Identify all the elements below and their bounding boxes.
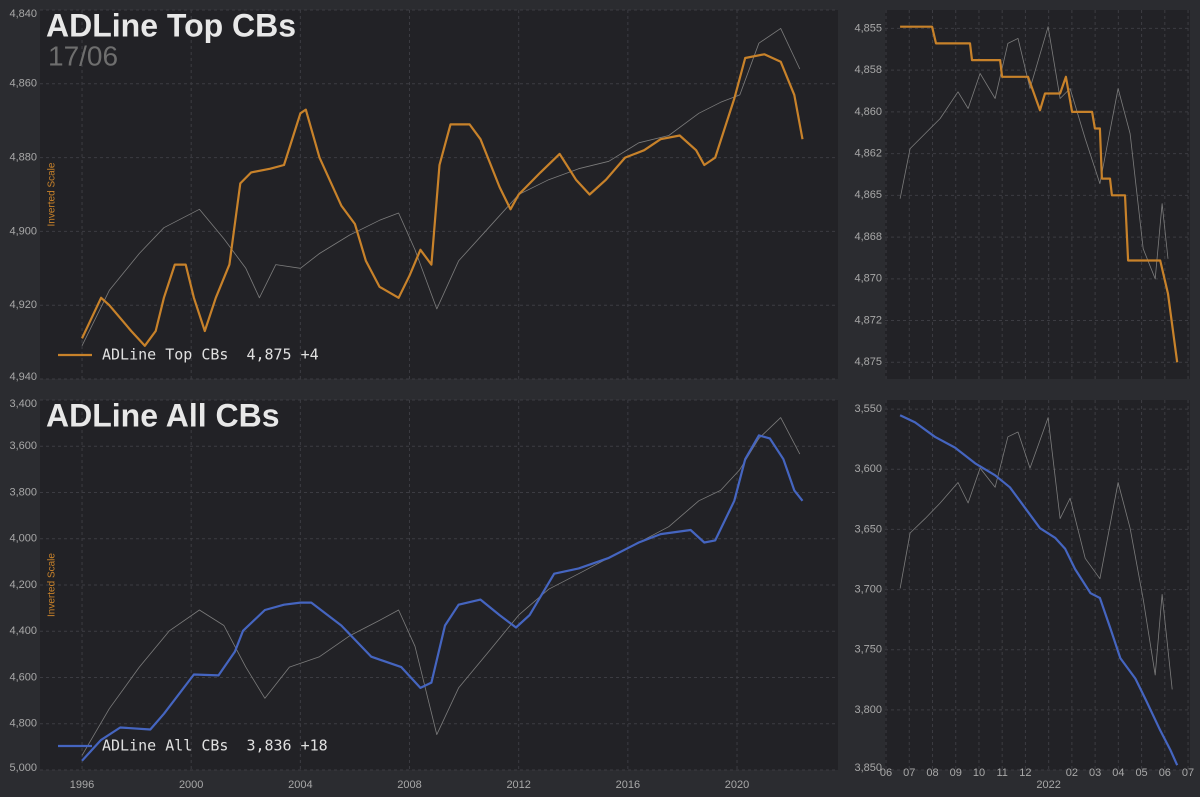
series-line xyxy=(81,28,801,346)
x-tick-label: 2016 xyxy=(616,779,640,791)
series-line xyxy=(81,53,804,347)
y-tick-label: 4,400 xyxy=(9,625,37,637)
x-tick-label: 10 xyxy=(973,767,985,779)
x-tick-label: 07 xyxy=(1182,767,1194,779)
y-tick-label: 4,840 xyxy=(9,8,37,20)
y-tick-label: 3,600 xyxy=(854,463,882,475)
y-tick-label: 3,850 xyxy=(854,762,882,774)
x-tick-label: 02 xyxy=(1066,767,1078,779)
x-tick-label: 2012 xyxy=(506,779,530,791)
y-tick-label: 4,872 xyxy=(854,314,882,326)
x-tick-label: 03 xyxy=(1089,767,1101,779)
series-line xyxy=(81,434,804,762)
legend-value: 4,875 +4 xyxy=(246,346,318,364)
x-tick-label: 2004 xyxy=(288,779,312,791)
x-tick-label: 2022 xyxy=(1036,779,1060,791)
series-line xyxy=(899,26,1169,280)
y-tick-label: 5,000 xyxy=(9,762,37,774)
y-axis-label: Inverted Scale xyxy=(47,553,58,617)
chart-subtitle: 17/06 xyxy=(48,40,118,71)
x-tick-label: 08 xyxy=(926,767,938,779)
y-tick-label: 4,860 xyxy=(854,106,882,118)
legend-label: ADLine All CBs xyxy=(102,737,228,755)
y-tick-label: 4,880 xyxy=(9,152,37,164)
legend-label: ADLine Top CBs xyxy=(102,346,228,364)
y-tick-label: 4,862 xyxy=(854,147,882,159)
y-tick-label: 3,700 xyxy=(854,583,882,595)
y-tick-label: 4,920 xyxy=(9,299,37,311)
y-tick-label: 3,400 xyxy=(9,398,37,410)
x-tick-label: 11 xyxy=(996,767,1007,779)
y-tick-label: 4,868 xyxy=(854,231,882,243)
y-tick-label: 4,940 xyxy=(9,371,37,383)
x-tick-label: 07 xyxy=(903,767,915,779)
x-tick-label: 06 xyxy=(1159,767,1171,779)
chart-title: ADLine All CBs xyxy=(46,397,280,433)
x-tick-label: 12 xyxy=(1019,767,1031,779)
y-tick-label: 4,600 xyxy=(9,671,37,683)
y-tick-label: 3,600 xyxy=(9,440,37,452)
y-tick-label: 3,800 xyxy=(9,486,37,498)
x-tick-label: 05 xyxy=(1135,767,1147,779)
series-line xyxy=(900,25,1179,363)
y-tick-label: 4,855 xyxy=(854,22,882,34)
x-tick-label: 2000 xyxy=(179,779,203,791)
y-tick-label: 4,858 xyxy=(854,64,882,76)
panel xyxy=(40,10,838,379)
chart-title: ADLine Top CBs xyxy=(46,7,296,43)
panel xyxy=(885,400,1190,770)
y-tick-label: 4,875 xyxy=(854,356,882,368)
legend-value: 3,836 +18 xyxy=(246,737,327,755)
series-line xyxy=(81,417,801,756)
series-line xyxy=(899,417,1173,690)
x-tick-label: 06 xyxy=(880,767,892,779)
panel xyxy=(885,10,1190,379)
y-tick-label: 4,900 xyxy=(9,225,37,237)
y-tick-label: 4,200 xyxy=(9,579,37,591)
y-tick-label: 4,000 xyxy=(9,533,37,545)
x-tick-label: 09 xyxy=(950,767,962,779)
x-tick-label: 2008 xyxy=(397,779,421,791)
y-tick-label: 4,870 xyxy=(854,273,882,285)
x-tick-label: 2020 xyxy=(725,779,749,791)
y-tick-label: 3,550 xyxy=(854,403,882,415)
y-tick-label: 3,800 xyxy=(854,704,882,716)
y-tick-label: 3,650 xyxy=(854,523,882,535)
x-tick-label: 1996 xyxy=(70,779,94,791)
y-tick-label: 4,800 xyxy=(9,718,37,730)
y-tick-label: 4,860 xyxy=(9,78,37,90)
x-tick-label: 04 xyxy=(1112,767,1124,779)
y-tick-label: 4,865 xyxy=(854,189,882,201)
series-line xyxy=(899,414,1179,766)
y-axis-label: Inverted Scale xyxy=(47,162,58,226)
y-tick-label: 3,750 xyxy=(854,644,882,656)
